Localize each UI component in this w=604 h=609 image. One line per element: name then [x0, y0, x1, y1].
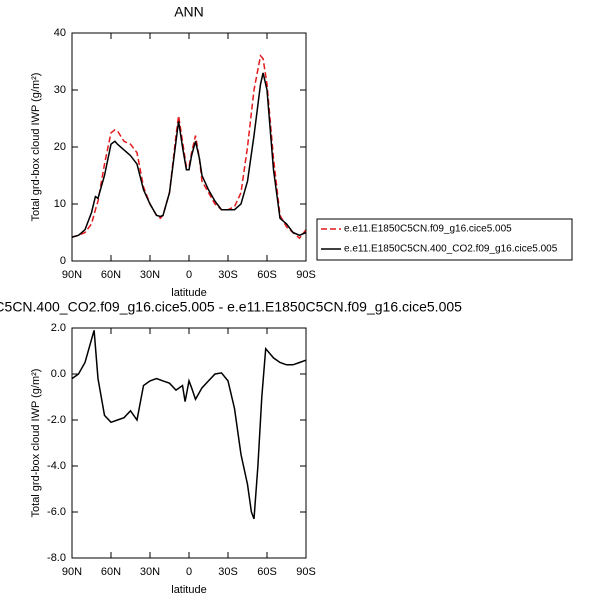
x-tick-label: 90S [296, 269, 316, 281]
legend-label: e.e11.E1850C5CN.400_CO2.f09_g16.cice5.00… [344, 244, 558, 255]
y-axis-label: Total grd-box cloud IWP (g/m²) [30, 369, 42, 518]
x-tick-label: 60N [101, 269, 121, 281]
x-tick-label: 90S [296, 566, 316, 578]
legend-box [316, 218, 573, 261]
x-tick-label: 60N [101, 566, 121, 578]
x-axis-label: latitude [171, 287, 206, 299]
x-tick-label: 0 [186, 269, 192, 281]
x-tick-label: 60S [257, 566, 277, 578]
y-tick-label: -2.0 [47, 414, 66, 426]
y-tick-label: 20 [54, 141, 66, 153]
x-tick-label: 90N [62, 269, 82, 281]
y-axis-label: Total grd-box cloud IWP (g/m²) [30, 73, 42, 222]
x-tick-label: 60S [257, 269, 277, 281]
y-tick-label: -8.0 [47, 552, 66, 564]
x-tick-label: 90N [62, 566, 82, 578]
chart-title: ANN [174, 4, 204, 20]
data-line [71, 330, 307, 520]
x-tick-label: 30S [218, 269, 238, 281]
y-tick-label: 0.0 [51, 368, 66, 380]
x-tick-label: 0 [186, 566, 192, 578]
x-tick-label: 30N [140, 566, 160, 578]
plot-frame [71, 327, 307, 559]
data-line [71, 72, 307, 238]
y-tick-label: 0 [60, 255, 66, 267]
y-tick-label: -6.0 [47, 506, 66, 518]
chart-title: e.e11.E1850C5CN.400_CO2.f09_g16.cice5.00… [0, 299, 462, 315]
y-tick-label: 2.0 [51, 322, 66, 334]
x-tick-label: 30S [218, 566, 238, 578]
y-tick-label: 10 [54, 198, 66, 210]
legend-label: e.e11.E1850C5CN.f09_g16.cice5.005 [344, 224, 512, 235]
plot-frame [71, 32, 307, 262]
x-tick-label: 30N [140, 269, 160, 281]
y-tick-label: -4.0 [47, 460, 66, 472]
x-axis-label: latitude [171, 584, 206, 596]
y-tick-label: 30 [54, 84, 66, 96]
y-tick-label: 40 [54, 27, 66, 39]
